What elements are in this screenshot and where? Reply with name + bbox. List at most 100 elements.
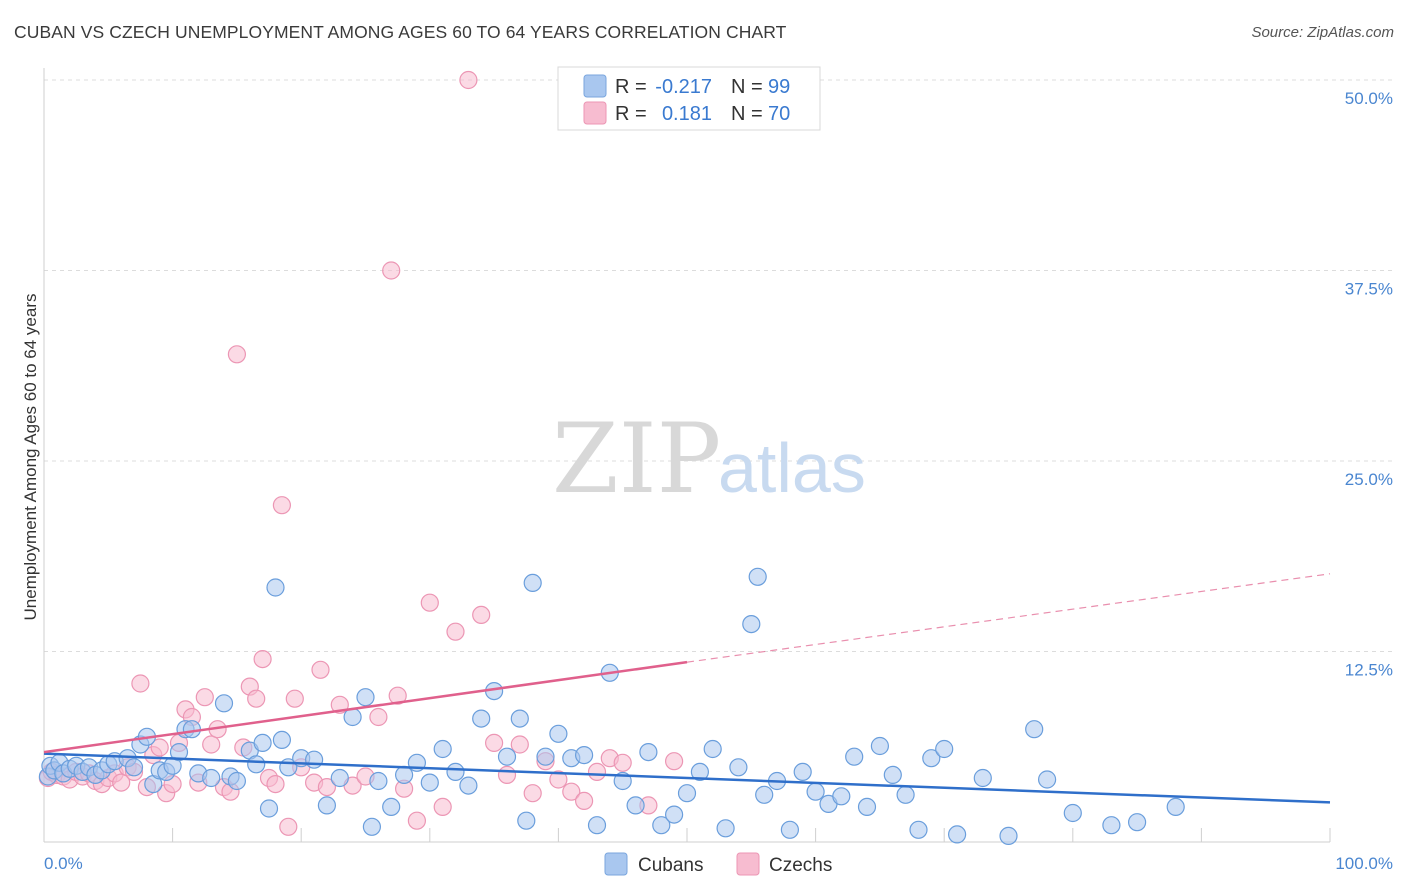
czechs-point-59 (510, 735, 529, 754)
cubans-point-53 (497, 747, 517, 766)
cubans-point-26 (214, 694, 234, 713)
cubans-point-89 (935, 739, 954, 759)
cubans-point-92 (999, 826, 1018, 846)
cubans-point-75 (755, 785, 774, 804)
legend-r-value-czechs: 0.181 (662, 103, 712, 125)
cubans-point-65 (639, 742, 658, 762)
cubans-point-83 (857, 797, 877, 817)
legend-n-label-cubans: N = (731, 76, 763, 98)
legend-swatch-czechs (583, 101, 607, 125)
series-legend-swatch-cubans (604, 852, 628, 876)
y-tick-label-3: 50.0% (1345, 89, 1393, 108)
czechs-point-42 (311, 660, 330, 679)
watermark-atlas: atlas (718, 429, 866, 507)
cubans-point-45 (395, 765, 414, 785)
czechs-point-54 (446, 622, 465, 641)
x-tick-label-0: 0.0% (44, 854, 83, 873)
czechs-point-30 (227, 345, 246, 364)
cubans-point-95 (1063, 803, 1082, 823)
cubans-point-51 (472, 709, 491, 728)
cubans-point-73 (742, 614, 761, 634)
series-legend: Cubans Czechs (604, 852, 832, 876)
czechs-point-25 (195, 688, 214, 707)
cubans-point-54 (510, 709, 529, 728)
cubans-point-64 (626, 796, 645, 815)
cubans-point-28 (227, 771, 246, 791)
legend-r-value-cubans: -0.217 (655, 76, 712, 98)
cubans-point-78 (793, 762, 812, 782)
legend-r-label-cubans: R = (615, 76, 647, 98)
legend-n-label-czechs: N = (731, 103, 763, 125)
cubans-point-93 (1025, 720, 1044, 739)
cubans-point-43 (369, 771, 388, 791)
czechs-point-12 (112, 773, 131, 792)
cubans-point-79 (806, 782, 825, 801)
cubans-point-21 (169, 742, 189, 762)
cubans-point-82 (845, 747, 864, 766)
cubans-point-55 (517, 811, 536, 830)
czechs-point-43 (317, 777, 336, 797)
cubans-point-33 (266, 578, 285, 597)
czechs-point-26 (202, 735, 221, 754)
y-axis-label: Unemployment Among Ages 60 to 64 years (21, 294, 40, 621)
czechs-point-39 (285, 689, 304, 708)
czechs-point-55 (459, 70, 478, 90)
watermark-zip: ZIP (552, 403, 721, 515)
gridlines (44, 79, 1392, 652)
czechs-point-53 (433, 797, 452, 817)
cubans-point-85 (883, 765, 902, 785)
cubans-trend-line (43, 752, 1331, 804)
x-tick-label-1: 100.0% (1335, 854, 1393, 873)
x-tick-labels: 0.0% 100.0% (44, 854, 1393, 873)
czechs-point-48 (382, 261, 401, 280)
y-tick-label-1: 25.0% (1345, 470, 1393, 489)
cubans-point-58 (549, 724, 568, 743)
czechs-point-69 (664, 752, 684, 771)
cubans-point-61 (587, 816, 607, 835)
y-tick-labels: 12.5% 25.0% 37.5% 50.0% (1345, 89, 1393, 680)
cubans-point-38 (317, 796, 336, 815)
cubans-point-98 (1166, 797, 1185, 817)
series-legend-label-cubans: Cubans (638, 855, 704, 876)
y-tick-label-2: 37.5% (1345, 280, 1393, 299)
watermark: ZIP atlas (552, 403, 866, 515)
cubans-point-40 (343, 707, 362, 727)
czechs-point-65 (587, 762, 607, 782)
cubans-point-91 (973, 768, 992, 788)
cubans-point-68 (677, 784, 697, 803)
czechs-point-34 (253, 649, 272, 669)
czechs-point-18 (150, 738, 169, 757)
cubans-point-47 (420, 773, 439, 792)
czechs-point-33 (247, 689, 266, 708)
series-legend-swatch-czechs (736, 852, 760, 876)
czechs-point-58 (497, 765, 517, 785)
cubans-points (38, 567, 1185, 846)
legend-r-label-czechs: R = (615, 103, 647, 125)
czechs-point-67 (613, 753, 632, 772)
cubans-point-23 (182, 720, 201, 739)
czechs-point-52 (420, 593, 439, 612)
cubans-point-44 (382, 797, 401, 817)
czechs-point-63 (562, 782, 581, 801)
cubans-point-32 (259, 799, 279, 818)
cubans-point-72 (729, 758, 748, 777)
cubans-point-31 (253, 733, 272, 753)
czechs-point-62 (549, 770, 568, 789)
cubans-point-60 (574, 745, 594, 765)
legend-n-value-czechs: 70 (768, 103, 790, 125)
cubans-point-49 (446, 762, 465, 782)
source-label: Source: ZipAtlas.com (1251, 24, 1394, 41)
trend-lines (43, 573, 1331, 804)
cubans-point-30 (247, 755, 266, 774)
cubans-point-14 (124, 758, 144, 777)
cubans-point-37 (305, 750, 324, 769)
cubans-point-34 (272, 730, 291, 750)
czechs-point-49 (388, 686, 407, 705)
cubans-point-81 (832, 787, 851, 806)
cubans-point-66 (652, 816, 671, 835)
cubans-point-97 (1127, 813, 1147, 832)
cubans-point-39 (330, 768, 349, 788)
cubans-point-48 (433, 739, 452, 759)
cubans-point-90 (947, 825, 967, 844)
